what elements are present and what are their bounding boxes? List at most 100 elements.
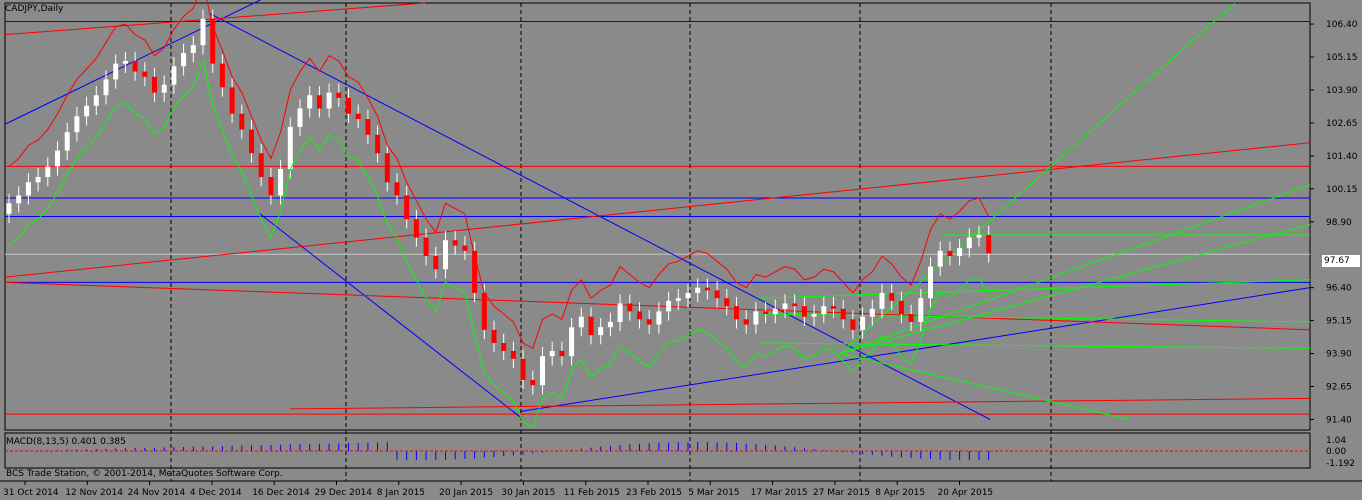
candle-body bbox=[84, 105, 90, 117]
candle-body bbox=[491, 329, 497, 344]
candle-body bbox=[821, 306, 827, 315]
trendline bbox=[4, 142, 1311, 278]
candle-body bbox=[25, 182, 31, 196]
candle-body bbox=[782, 303, 788, 309]
time-tick-label: 17 Mar 2015 bbox=[751, 488, 808, 498]
candle-body bbox=[433, 256, 439, 270]
candle-body bbox=[947, 250, 953, 257]
time-tick-label: 8 Jan 2015 bbox=[377, 488, 425, 498]
trendline bbox=[759, 313, 1311, 323]
price-tick-label: 92.65 bbox=[1326, 383, 1352, 393]
candle-body bbox=[530, 379, 536, 386]
candle-body bbox=[443, 240, 448, 270]
candle-body bbox=[142, 71, 148, 77]
trendline bbox=[209, 13, 991, 420]
candle-body bbox=[132, 60, 138, 72]
candle-body bbox=[646, 319, 652, 325]
candle-body bbox=[704, 287, 710, 291]
candle-body bbox=[297, 108, 303, 127]
candle-body bbox=[588, 316, 594, 336]
candle-body bbox=[966, 237, 972, 249]
time-tick-label: 31 Oct 2014 bbox=[3, 488, 59, 498]
macd-label: MACD(8,13,5) 0.401 0.385 bbox=[6, 437, 126, 447]
time-tick-label: 23 Feb 2015 bbox=[626, 488, 682, 498]
candle-body bbox=[103, 79, 109, 96]
trendline bbox=[289, 397, 1311, 410]
candle-body bbox=[569, 327, 575, 357]
price-tick-label: 96.40 bbox=[1326, 284, 1352, 294]
candle-body bbox=[64, 132, 70, 151]
candle-body bbox=[617, 303, 623, 322]
price-tick-label: 93.90 bbox=[1326, 350, 1352, 360]
candle-body bbox=[772, 308, 778, 315]
candle-body bbox=[957, 248, 963, 257]
candle-body bbox=[45, 166, 51, 177]
candle-body bbox=[666, 300, 672, 312]
candle-body bbox=[908, 314, 914, 322]
candle-body bbox=[976, 234, 982, 238]
candle-body bbox=[472, 250, 478, 293]
current-price-tag: 97.67 bbox=[1322, 255, 1360, 267]
candle-body bbox=[559, 350, 565, 357]
price-tick-label: 91.40 bbox=[1326, 415, 1352, 425]
candle-body bbox=[394, 182, 400, 196]
candle-body bbox=[336, 92, 342, 98]
time-tick-label: 27 Mar 2015 bbox=[813, 488, 870, 498]
candle-body bbox=[326, 92, 332, 109]
candle-body bbox=[171, 66, 177, 85]
candle-body bbox=[869, 308, 875, 317]
price-tick-label: 95.15 bbox=[1326, 317, 1352, 327]
candle-body bbox=[346, 97, 351, 114]
candle-body bbox=[685, 292, 691, 299]
candle-body bbox=[181, 53, 187, 67]
macd-tick-label: 0.00 bbox=[1326, 447, 1346, 457]
price-tick-label: 101.40 bbox=[1326, 152, 1358, 162]
candle-body bbox=[928, 266, 933, 299]
candle-body bbox=[365, 118, 371, 135]
candle-body bbox=[918, 298, 924, 322]
candle-body bbox=[249, 129, 254, 154]
candle-body bbox=[16, 195, 22, 204]
candle-body bbox=[210, 18, 216, 64]
candle-body bbox=[55, 150, 60, 167]
candle-body bbox=[986, 234, 992, 254]
time-tick-label: 12 Nov 2014 bbox=[65, 488, 123, 498]
candle-body bbox=[831, 306, 836, 309]
candle-body bbox=[724, 298, 730, 307]
candle-body bbox=[734, 306, 739, 320]
candle-body bbox=[287, 126, 293, 170]
candle-body bbox=[74, 116, 80, 133]
candle-body bbox=[792, 303, 798, 307]
candle-body bbox=[879, 292, 885, 309]
candle-body bbox=[501, 343, 507, 351]
candle-body bbox=[6, 203, 12, 214]
candle-body bbox=[898, 300, 904, 315]
trendline bbox=[4, 281, 1311, 331]
candle-body bbox=[753, 311, 759, 325]
candle-body bbox=[540, 356, 545, 386]
time-tick-label: 20 Apr 2015 bbox=[938, 488, 994, 498]
candle-body bbox=[675, 298, 681, 301]
price-tick-label: 103.90 bbox=[1326, 86, 1358, 96]
candle-body bbox=[93, 95, 99, 106]
time-tick-label: 11 Feb 2015 bbox=[564, 488, 620, 498]
time-tick-label: 4 Dec 2014 bbox=[190, 488, 242, 498]
candle-body bbox=[152, 76, 157, 93]
candle-body bbox=[229, 87, 235, 114]
candle-body bbox=[850, 319, 856, 330]
candle-body bbox=[239, 113, 245, 130]
macd-tick-label: 1.04 bbox=[1326, 436, 1346, 446]
candle-body bbox=[481, 292, 487, 330]
candle-body bbox=[307, 95, 313, 109]
candle-body bbox=[549, 350, 555, 357]
candle-body bbox=[840, 308, 846, 320]
candle-body bbox=[743, 319, 749, 325]
trendline bbox=[839, 223, 1311, 355]
candle-body bbox=[607, 321, 613, 328]
candle-body bbox=[258, 153, 264, 177]
candle-body bbox=[278, 169, 284, 196]
candle-body bbox=[811, 314, 817, 317]
candle-body bbox=[520, 358, 526, 380]
